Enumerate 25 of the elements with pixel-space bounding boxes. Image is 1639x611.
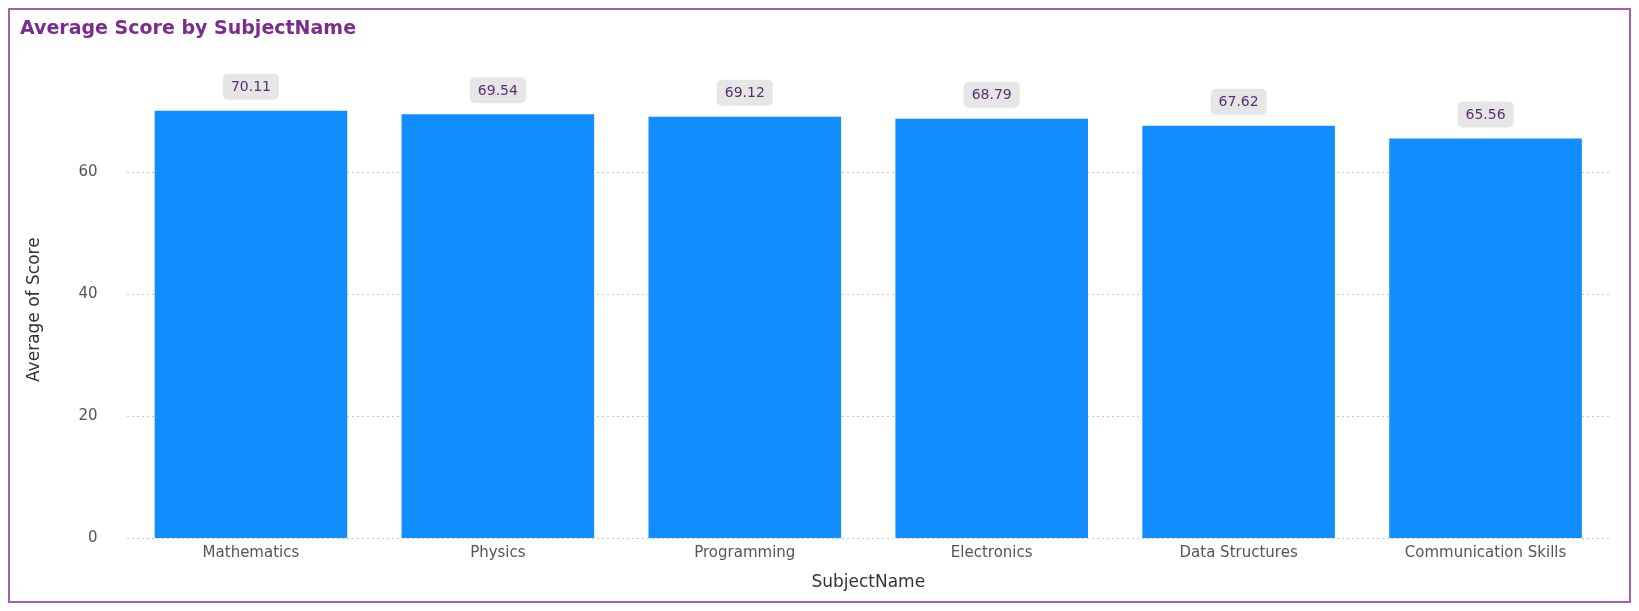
data-label: 67.62 xyxy=(1218,93,1259,110)
bar xyxy=(401,114,595,539)
x-tick-label: Communication Skills xyxy=(1404,543,1567,562)
chart-title: Average Score by SubjectName xyxy=(20,16,357,39)
data-label: 70.11 xyxy=(230,78,271,95)
data-label: 65.56 xyxy=(1465,106,1506,123)
y-tick-label: 60 xyxy=(78,162,98,181)
data-label: 69.12 xyxy=(724,84,765,101)
bar xyxy=(154,110,348,539)
bar xyxy=(895,118,1088,539)
x-tick-label: Programming xyxy=(694,543,796,562)
data-label: 69.54 xyxy=(477,81,518,98)
y-tick-label: 20 xyxy=(78,406,98,425)
x-tick-label: Physics xyxy=(470,543,526,562)
y-axis-title: Average of Score xyxy=(22,237,43,383)
data-label: 68.79 xyxy=(971,86,1012,103)
y-tick-label: 40 xyxy=(78,284,98,303)
bar xyxy=(648,116,842,539)
x-axis-title: SubjectName xyxy=(811,571,926,592)
x-tick-label: Mathematics xyxy=(202,543,300,562)
x-tick-label: Data Structures xyxy=(1179,543,1298,562)
bar xyxy=(1389,138,1582,539)
bar xyxy=(1142,125,1335,539)
y-tick-label: 0 xyxy=(87,528,98,547)
x-tick-label: Electronics xyxy=(950,543,1033,562)
